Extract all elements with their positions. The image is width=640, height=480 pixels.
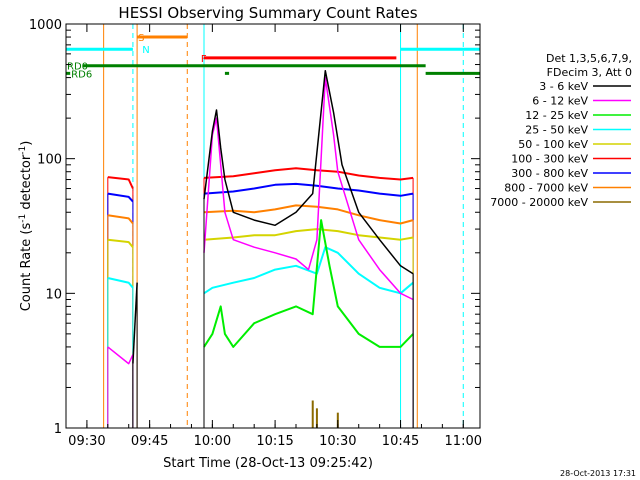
series-6-segment-1 xyxy=(203,76,414,301)
series-2-segment-1 xyxy=(203,204,414,225)
legend-label-7: 800 - 7000 keV xyxy=(504,182,588,195)
series-7-segment-1 xyxy=(203,69,414,275)
x-tick-label-6: 11:00 xyxy=(445,434,482,449)
footer-date: 28-Oct-2013 17:31 xyxy=(560,469,636,478)
legend-label-0: 3 - 6 keV xyxy=(539,80,588,93)
legend-label-4: 50 - 100 keV xyxy=(518,138,588,151)
legend-label-6: 300 - 800 keV xyxy=(511,167,588,180)
series-2-segment-0 xyxy=(107,214,134,225)
series-4-segment-0 xyxy=(107,277,134,289)
y-axis-label: Count Rate (s-1 detector-1) xyxy=(18,141,34,312)
x-tick-label-5: 10:45 xyxy=(382,434,419,449)
x-tick-label-0: 09:30 xyxy=(68,434,105,449)
y-tick-label-0: 1 xyxy=(54,422,62,437)
legend-label-5: 100 - 300 keV xyxy=(511,153,588,166)
x-tick-label-4: 10:30 xyxy=(319,434,356,449)
legend-label-2: 12 - 25 keV xyxy=(525,109,588,122)
legend: Det 1,3,5,6,7,9, FDecim 3, Att 0 3 - 6 k… xyxy=(490,52,632,209)
flag-label-3: F xyxy=(201,54,207,65)
series-1-segment-0 xyxy=(107,192,134,203)
legend-header-2: FDecim 3, Att 0 xyxy=(547,66,632,79)
chart-title: HESSI Observing Summary Count Rates xyxy=(118,4,417,22)
y-tick-label-3: 1000 xyxy=(29,18,62,33)
legend-label-8: 7000 - 20000 keV xyxy=(490,196,588,209)
x-axis: 09:30 09:45 10:00 10:15 10:30 10:45 11:00 xyxy=(65,24,482,449)
flag-label-2: N xyxy=(142,45,149,56)
x-tick-label-3: 10:15 xyxy=(256,434,293,449)
y-tick-label-2: 100 xyxy=(37,153,62,168)
series-0-segment-0 xyxy=(107,176,134,189)
flag-label-4: RD0 xyxy=(67,62,88,73)
legend-header-1: Det 1,3,5,6,7,9, xyxy=(546,52,632,65)
flag-label-5: RD6 xyxy=(71,69,92,80)
series-3-segment-1 xyxy=(203,228,414,241)
y-axis: 1 10 100 1000 xyxy=(29,18,480,437)
series-7-segment-0 xyxy=(132,282,138,364)
legend-label-3: 25 - 50 keV xyxy=(525,124,588,137)
x-axis-label: Start Time (28-Oct-13 09:25:42) xyxy=(163,456,373,471)
y-tick-label-1: 10 xyxy=(45,287,62,302)
series-5-segment-0 xyxy=(203,219,414,348)
x-tick-label-2: 10:00 xyxy=(194,434,231,449)
series-3-segment-0 xyxy=(107,238,134,248)
plot-frame xyxy=(65,23,481,429)
x-tick-label-1: 09:45 xyxy=(131,434,168,449)
flag-label-1: S xyxy=(138,33,144,44)
legend-label-1: 6 - 12 keV xyxy=(532,95,588,108)
series-0-segment-1 xyxy=(203,167,414,181)
series-1-segment-1 xyxy=(203,182,414,197)
series-6-segment-0 xyxy=(107,346,134,365)
